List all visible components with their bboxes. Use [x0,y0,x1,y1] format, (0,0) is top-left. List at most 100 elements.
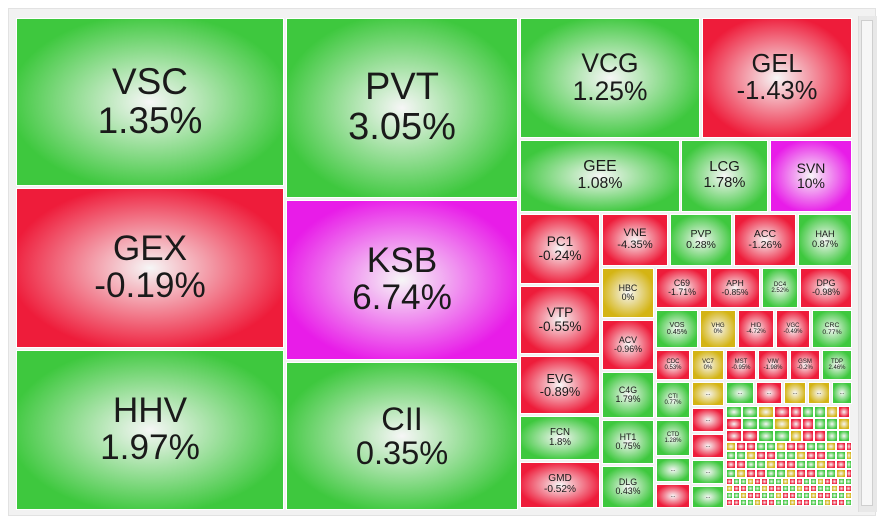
small-tile[interactable] [768,499,775,506]
small-tile[interactable] [756,451,766,460]
stock-tile[interactable]: GMD -0.52% [520,462,600,508]
small-tile[interactable] [726,485,733,492]
small-tile[interactable] [838,478,845,485]
small-tile[interactable] [790,430,802,442]
small-tile[interactable] [838,499,845,506]
small-tile[interactable] [726,451,736,460]
small-tile[interactable] [796,499,803,506]
small-tile[interactable] [845,492,852,499]
stock-tile[interactable]: DLG 0.43% [602,466,654,508]
small-tile[interactable] [810,478,817,485]
small-tile[interactable] [814,430,826,442]
small-tile[interactable] [786,451,796,460]
small-tile[interactable] [845,485,852,492]
small-tile[interactable] [831,478,838,485]
small-tile[interactable] [775,499,782,506]
small-tile[interactable] [758,406,774,418]
stock-tile[interactable]: DC4 2.52% [762,268,798,308]
small-tile[interactable] [747,485,754,492]
small-tile[interactable] [810,492,817,499]
small-tile[interactable] [740,492,747,499]
small-tile[interactable] [782,499,789,506]
small-tile[interactable] [747,478,754,485]
small-tile[interactable] [726,492,733,499]
small-tile[interactable] [846,442,852,451]
small-tile[interactable] [736,460,746,469]
small-tile[interactable] [758,418,774,430]
small-tile[interactable] [761,499,768,506]
stock-tile[interactable]: ACV -0.96% [602,320,654,370]
small-tile[interactable] [756,469,766,478]
small-tile[interactable] [838,485,845,492]
stock-tile[interactable]: CDC 0.53% [656,350,690,380]
small-tile[interactable] [758,430,774,442]
small-tile[interactable] [776,451,786,460]
small-tile[interactable] [826,418,838,430]
small-tile[interactable] [726,418,742,430]
stock-tile[interactable]: PC1 -0.24% [520,214,600,284]
stock-tile[interactable]: ... [692,486,724,508]
stock-tile[interactable]: VTP -0.55% [520,286,600,354]
small-tile[interactable] [810,485,817,492]
small-tile[interactable] [754,478,761,485]
small-tile[interactable] [816,460,826,469]
small-tile[interactable] [726,430,742,442]
small-tile[interactable] [740,485,747,492]
small-tile[interactable] [776,442,786,451]
small-tile[interactable] [796,478,803,485]
small-tile[interactable] [796,492,803,499]
small-tile[interactable] [817,499,824,506]
small-tile[interactable] [826,451,836,460]
small-tile[interactable] [803,478,810,485]
small-tile[interactable] [756,460,766,469]
small-tile[interactable] [776,460,786,469]
stock-tile[interactable]: CTD 1.28% [656,420,690,456]
small-tile[interactable] [736,451,746,460]
stock-tile[interactable]: VOS 0.45% [656,310,698,348]
small-tile[interactable] [802,430,814,442]
small-tile[interactable] [733,499,740,506]
stock-tile[interactable]: ... [692,434,724,458]
small-tile[interactable] [814,418,826,430]
small-tile[interactable] [802,406,814,418]
small-tile[interactable] [726,499,733,506]
small-tile[interactable] [742,430,758,442]
small-tile[interactable] [846,469,852,478]
stock-tile[interactable]: PVP 0.28% [670,214,732,266]
stock-tile[interactable]: TDP 2.46% [822,350,852,380]
stock-tile[interactable]: CII 0.35% [286,362,518,510]
stock-tile[interactable]: ... [692,408,724,432]
small-tile[interactable] [768,478,775,485]
small-tile[interactable] [726,406,742,418]
small-tile[interactable] [746,451,756,460]
stock-tile[interactable]: ... [656,458,690,482]
small-tile[interactable] [831,499,838,506]
stock-tile[interactable]: HID -4.72% [738,310,774,348]
small-tile[interactable] [796,460,806,469]
small-tile[interactable] [836,451,846,460]
small-tile[interactable] [766,451,776,460]
small-tile[interactable] [826,460,836,469]
small-tile[interactable] [803,492,810,499]
small-tile[interactable] [736,442,746,451]
stock-tile[interactable]: ... [756,382,782,404]
small-tile[interactable] [796,469,806,478]
small-tile[interactable] [846,460,852,469]
stock-tile[interactable]: HBC 0% [602,268,654,318]
small-tile[interactable] [845,499,852,506]
small-tile[interactable] [726,478,733,485]
small-tile[interactable] [789,499,796,506]
stock-tile[interactable]: VCG 1.25% [520,18,700,138]
small-tile[interactable] [810,499,817,506]
small-tile[interactable] [803,485,810,492]
small-tile[interactable] [782,478,789,485]
small-tile[interactable] [836,469,846,478]
stock-tile[interactable]: ... [692,460,724,484]
small-tile[interactable] [806,460,816,469]
small-tile[interactable] [831,485,838,492]
small-tile[interactable] [846,451,852,460]
small-tile[interactable] [726,460,736,469]
small-tile[interactable] [790,406,802,418]
small-tile[interactable] [816,451,826,460]
stock-tile[interactable]: VIW -1.98% [758,350,788,380]
